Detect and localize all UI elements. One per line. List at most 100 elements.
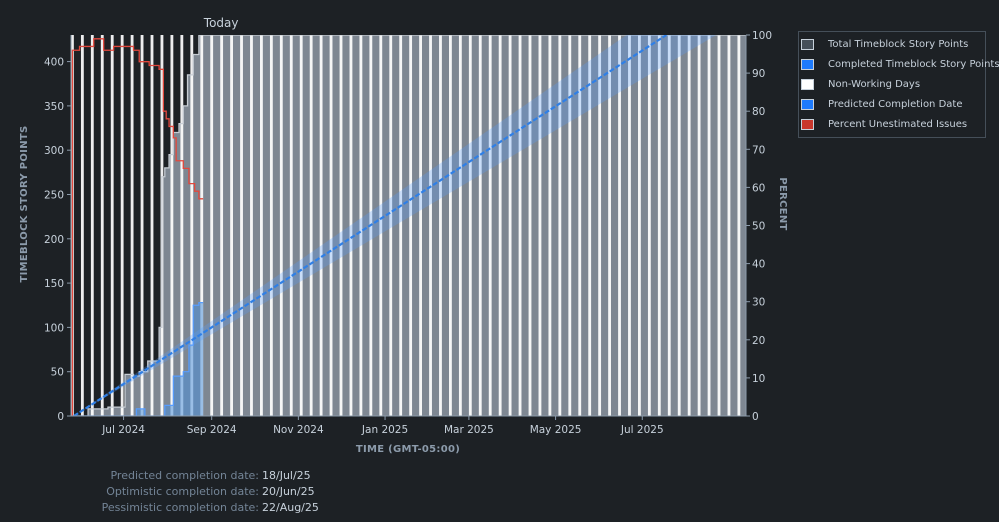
legend-label-total: Total Timeblock Story Points <box>828 38 969 50</box>
x-tick-label-6: Jul 2025 <box>620 424 664 436</box>
x-tick-label-2: Nov 2024 <box>273 424 324 436</box>
non-working-band-46 <box>528 35 532 416</box>
optimistic-completion-label: Optimistic completion date: <box>106 485 259 498</box>
optimistic-completion-row: Optimistic completion date: 20/Jun/25 <box>60 484 319 500</box>
legend-item-predicted[interactable]: Predicted Completion Date <box>799 95 985 115</box>
left-tick-label-200: 200 <box>44 234 64 246</box>
non-working-band-42 <box>488 35 492 416</box>
x-tick-label-5: May 2025 <box>530 424 582 436</box>
left-tick-label-0: 0 <box>57 411 64 423</box>
right-axis-title: PERCENT <box>777 177 788 230</box>
left-tick-label-350: 350 <box>44 101 64 113</box>
predicted-trend-line <box>73 35 668 416</box>
non-working-band-16 <box>230 35 233 416</box>
right-tick-label-100: 100 <box>752 30 772 42</box>
non-working-band-20 <box>269 35 273 416</box>
legend-swatch-completed <box>801 58 814 70</box>
right-tick-label-70: 70 <box>752 144 765 156</box>
non-working-band-7 <box>140 35 144 416</box>
non-working-band-49 <box>558 35 562 416</box>
non-working-band-28 <box>349 35 353 416</box>
non-working-band-45 <box>518 35 522 416</box>
non-working-band-31 <box>379 35 383 416</box>
non-working-band-15 <box>220 35 224 416</box>
predicted-completion-value: 18/Jul/25 <box>262 469 311 482</box>
left-tick-label-50: 50 <box>51 367 64 379</box>
non-working-band-34 <box>409 35 413 416</box>
non-working-band-50 <box>568 35 572 416</box>
predicted-completion-series <box>73 35 717 416</box>
non-working-band-56 <box>628 35 631 416</box>
left-axis-title: TIMEBLOCK STORY POINTS <box>19 126 30 283</box>
legend-label-predicted: Predicted Completion Date <box>828 99 963 111</box>
x-tick-label-3: Jan 2025 <box>361 424 408 436</box>
left-tick-label-250: 250 <box>44 189 64 201</box>
non-working-band-27 <box>339 35 343 416</box>
legend-item-unestimated[interactable]: Percent Unestimated Issues <box>799 115 985 135</box>
pessimistic-completion-label: Pessimistic completion date: <box>101 501 259 514</box>
non-working-band-36 <box>429 35 432 416</box>
non-working-band-3 <box>100 35 104 416</box>
non-working-band-66 <box>727 35 731 416</box>
legend-swatch-unestimated <box>801 119 814 131</box>
right-tick-label-60: 60 <box>752 182 765 194</box>
non-working-band-21 <box>279 35 283 416</box>
x-tick-label-0: Jul 2024 <box>101 424 145 436</box>
left-tick-label-400: 400 <box>44 57 64 69</box>
non-working-band-13 <box>200 35 204 416</box>
non-working-band-2 <box>90 35 94 416</box>
non-working-band-64 <box>707 35 711 416</box>
right-tick-label-10: 10 <box>752 373 765 385</box>
total-story-points-series <box>73 35 746 416</box>
non-working-band-12 <box>190 35 194 416</box>
x-tick-label-4: Mar 2025 <box>444 424 494 436</box>
prediction-confidence-band <box>73 35 717 416</box>
chart-legend: Total Timeblock Story Points Completed T… <box>798 31 999 138</box>
legend-item-total[interactable]: Total Timeblock Story Points <box>799 34 985 54</box>
completed-series-line <box>73 301 204 416</box>
completed-story-points-series <box>73 301 204 416</box>
left-tick-label-150: 150 <box>44 278 64 290</box>
non-working-days-bands <box>71 35 741 416</box>
left-axis-ticks: 0 50 100 150 200 250 300 350 400 <box>44 57 71 423</box>
percent-unestimated-series <box>71 38 204 416</box>
predicted-completion-row: Predicted completion date: 18/Jul/25 <box>60 468 319 484</box>
non-working-band-14 <box>210 35 214 416</box>
non-working-band-8 <box>150 35 154 416</box>
pessimistic-completion-row: Pessimistic completion date: 22/Aug/25 <box>60 500 319 516</box>
non-working-band-60 <box>667 35 671 416</box>
non-working-band-44 <box>508 35 512 416</box>
legend-item-completed[interactable]: Completed Timeblock Story Points <box>799 54 999 74</box>
total-series-line <box>73 35 746 416</box>
legend-item-non-working[interactable]: Non-Working Days <box>799 74 985 94</box>
legend-label-non-working: Non-Working Days <box>828 78 921 90</box>
x-axis-title: TIME (GMT-05:00) <box>356 444 460 455</box>
non-working-band-63 <box>697 35 701 416</box>
non-working-band-4 <box>110 35 114 416</box>
percent-unestimated-line <box>71 38 204 416</box>
x-axis-ticks: Jul 2024 Sep 2024 Nov 2024 Jan 2025 Mar 2025… <box>101 416 664 436</box>
non-working-band-22 <box>289 35 293 416</box>
non-working-band-17 <box>240 35 243 416</box>
non-working-band-11 <box>180 35 184 416</box>
non-working-band-51 <box>578 35 582 416</box>
non-working-band-59 <box>657 35 661 416</box>
non-working-band-54 <box>608 35 611 416</box>
completion-dates: Predicted completion date: 18/Jul/25 Opt… <box>60 468 319 516</box>
non-working-band-24 <box>309 35 313 416</box>
non-working-band-23 <box>299 35 303 416</box>
non-working-band-26 <box>329 35 333 416</box>
completed-area-fill <box>73 302 204 416</box>
non-working-band-67 <box>737 35 741 416</box>
non-working-band-10 <box>170 35 174 416</box>
non-working-band-53 <box>598 35 602 416</box>
non-working-band-58 <box>647 35 651 416</box>
non-working-band-29 <box>359 35 363 416</box>
non-working-band-65 <box>717 35 721 416</box>
non-working-band-18 <box>250 35 253 416</box>
right-tick-label-80: 80 <box>752 106 765 118</box>
pessimistic-completion-value: 22/Aug/25 <box>262 501 319 514</box>
non-working-band-19 <box>260 35 263 416</box>
non-working-band-39 <box>458 35 462 416</box>
